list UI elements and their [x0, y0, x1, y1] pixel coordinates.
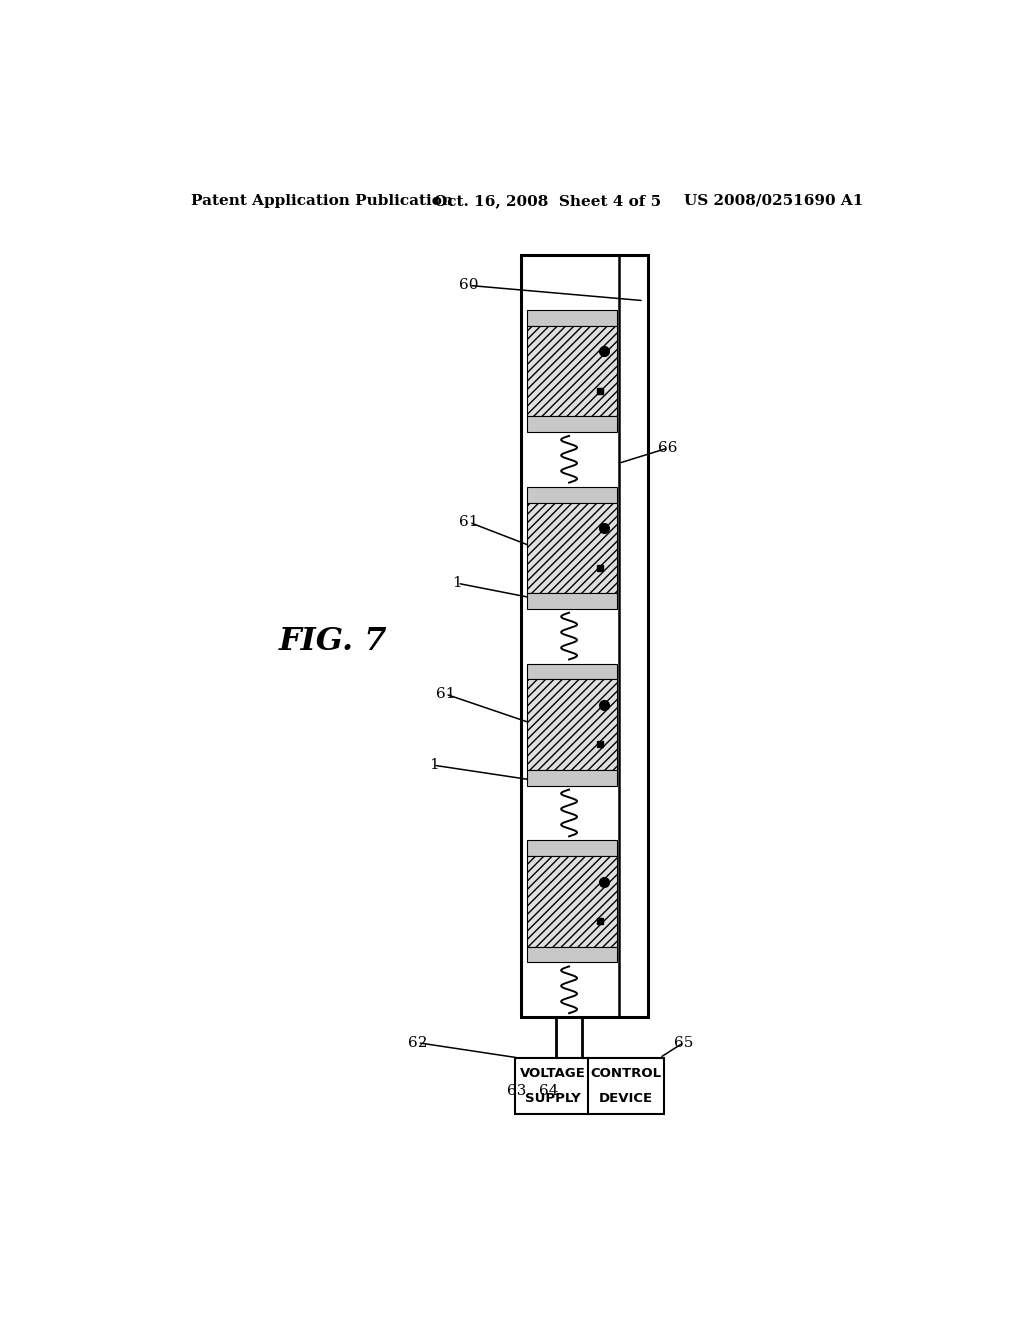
Bar: [527, 841, 617, 857]
Text: FIG. 7: FIG. 7: [279, 626, 387, 656]
Bar: [588, 1057, 664, 1114]
Bar: [521, 255, 648, 1018]
Bar: [515, 1057, 590, 1114]
Text: 1: 1: [429, 758, 438, 772]
Bar: [527, 503, 617, 593]
Bar: [527, 680, 617, 770]
Text: 63: 63: [507, 1085, 526, 1098]
Text: CONTROL: CONTROL: [590, 1067, 662, 1080]
Text: 1: 1: [453, 577, 462, 590]
Text: Patent Application Publication: Patent Application Publication: [191, 194, 454, 209]
Text: VOLTAGE: VOLTAGE: [519, 1067, 586, 1080]
Text: 61: 61: [435, 686, 456, 701]
Bar: [527, 416, 617, 432]
Bar: [527, 593, 617, 609]
Bar: [527, 857, 617, 946]
Text: Oct. 16, 2008  Sheet 4 of 5: Oct. 16, 2008 Sheet 4 of 5: [433, 194, 660, 209]
Text: 61: 61: [460, 515, 479, 529]
Text: 65: 65: [674, 1036, 693, 1049]
Text: 64: 64: [539, 1085, 558, 1098]
Text: 66: 66: [657, 441, 678, 455]
Text: DEVICE: DEVICE: [599, 1092, 653, 1105]
Bar: [527, 310, 617, 326]
Text: 60: 60: [460, 279, 479, 293]
Bar: [527, 664, 617, 680]
Bar: [527, 770, 617, 785]
Text: SUPPLY: SUPPLY: [524, 1092, 581, 1105]
Text: US 2008/0251690 A1: US 2008/0251690 A1: [684, 194, 863, 209]
Bar: [527, 946, 617, 962]
Text: 62: 62: [408, 1036, 427, 1049]
Bar: [527, 326, 617, 416]
Bar: [527, 487, 617, 503]
